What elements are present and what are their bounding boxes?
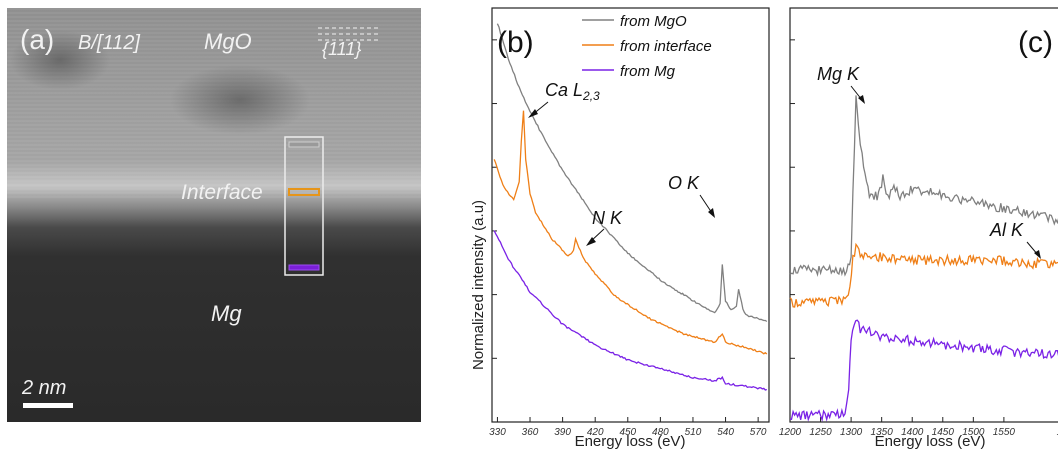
plane-dashes (318, 27, 380, 41)
c-x-tick-label: 1450 (932, 427, 955, 438)
tem-image-panel: (a) B/[112] MgO {111} Interface Mg 2 nm (7, 8, 421, 422)
c-x-tick-label: 1500 (962, 427, 985, 438)
c-y-ticks (790, 39, 795, 359)
b-x-tick-label: 330 (489, 427, 506, 438)
panel-label-a: (a) (20, 24, 54, 55)
c-series-line-2 (789, 242, 1058, 308)
b-ylabel: Normalized intensity (a.u) (470, 200, 487, 370)
c-xlabel: Energy loss (eV) (875, 433, 986, 450)
b-x-tick-label: 390 (554, 427, 571, 438)
b-x-tick-label: 450 (619, 427, 636, 438)
o-annotation: O K (668, 173, 715, 218)
b-series-line-1 (496, 23, 768, 323)
legend-label-interface: from interface (620, 38, 712, 55)
al-k-arrowhead (1034, 250, 1041, 259)
c-x-tick-label: 1350 (871, 427, 894, 438)
mg-k-annotation: Mg K (817, 64, 865, 104)
b-series-line-3 (493, 230, 768, 391)
mgo-label: MgO (204, 29, 252, 54)
b-x-tick-label: 510 (685, 427, 702, 438)
c-series (789, 95, 1058, 423)
n-edge-label: N K (592, 208, 623, 228)
c-x-tick-label: 16 (1057, 427, 1058, 438)
mgo-marker (288, 141, 320, 148)
c-x-tick-label: 1200 (779, 427, 802, 438)
o-arrowhead (708, 208, 715, 218)
al-k-annotation: Al K (989, 220, 1041, 259)
b-x-tick-label: 360 (522, 427, 539, 438)
zone-axis-label: B/[112] (78, 32, 140, 54)
interface-label: Interface (181, 181, 263, 204)
b-x-tick-label: 420 (587, 427, 604, 438)
ca-arrowhead (528, 109, 538, 118)
c-series-line-1 (789, 95, 1058, 278)
b-plot-frame (491, 7, 770, 423)
panel-label-b: (b) (497, 26, 534, 59)
b-series-line-2 (493, 110, 768, 355)
interface-marker (288, 188, 320, 196)
c-series-line-3 (789, 319, 1058, 423)
b-x-tick-label: 570 (750, 427, 767, 438)
al-k-edge-label: Al K (989, 220, 1024, 240)
o-arrow (699, 194, 713, 214)
legend: from MgO from interface from Mg (582, 13, 712, 80)
contrast-region (170, 65, 310, 135)
c-x-ticks: 1200 1250 1300 1350 1400 1450 1500 1550 16 (779, 417, 1058, 438)
scale-bar-label: 2 nm (21, 377, 66, 399)
plane-label: {111} (322, 39, 361, 59)
c-x-tick-label: 1400 (901, 427, 924, 438)
contrast-region (10, 30, 110, 90)
c-x-tick-label: 1300 (840, 427, 863, 438)
c-x-tick-label: 1250 (809, 427, 832, 438)
mg-k-arrowhead (858, 95, 865, 104)
eels-panel-b: Normalized intensity (a.u) 330 360 390 420 4… (470, 7, 770, 450)
o-edge-label: O K (668, 173, 700, 193)
mg-label: Mg (211, 301, 242, 326)
eels-panel-c: 1200 1250 1300 1350 1400 1450 1500 1550 16 Energ… (779, 7, 1058, 450)
mg-marker (288, 264, 320, 271)
panel-label-c: (c) (1018, 26, 1053, 59)
b-series (493, 23, 768, 391)
legend-label-mg: from Mg (620, 63, 676, 80)
b-xlabel: Energy loss (eV) (575, 433, 686, 450)
legend-label-mgo: from MgO (620, 13, 687, 30)
spectrum-region-box (284, 136, 324, 276)
c-x-tick-label: 1550 (993, 427, 1016, 438)
b-x-tick-label: 540 (717, 427, 734, 438)
b-x-ticks: 330 360 390 420 450 480 510 540 570 (489, 417, 767, 438)
mg-k-edge-label: Mg K (817, 64, 860, 84)
b-x-tick-label: 480 (652, 427, 669, 438)
n-annotation: N K (586, 208, 623, 246)
n-arrowhead (586, 237, 596, 246)
scale-bar (23, 403, 73, 408)
